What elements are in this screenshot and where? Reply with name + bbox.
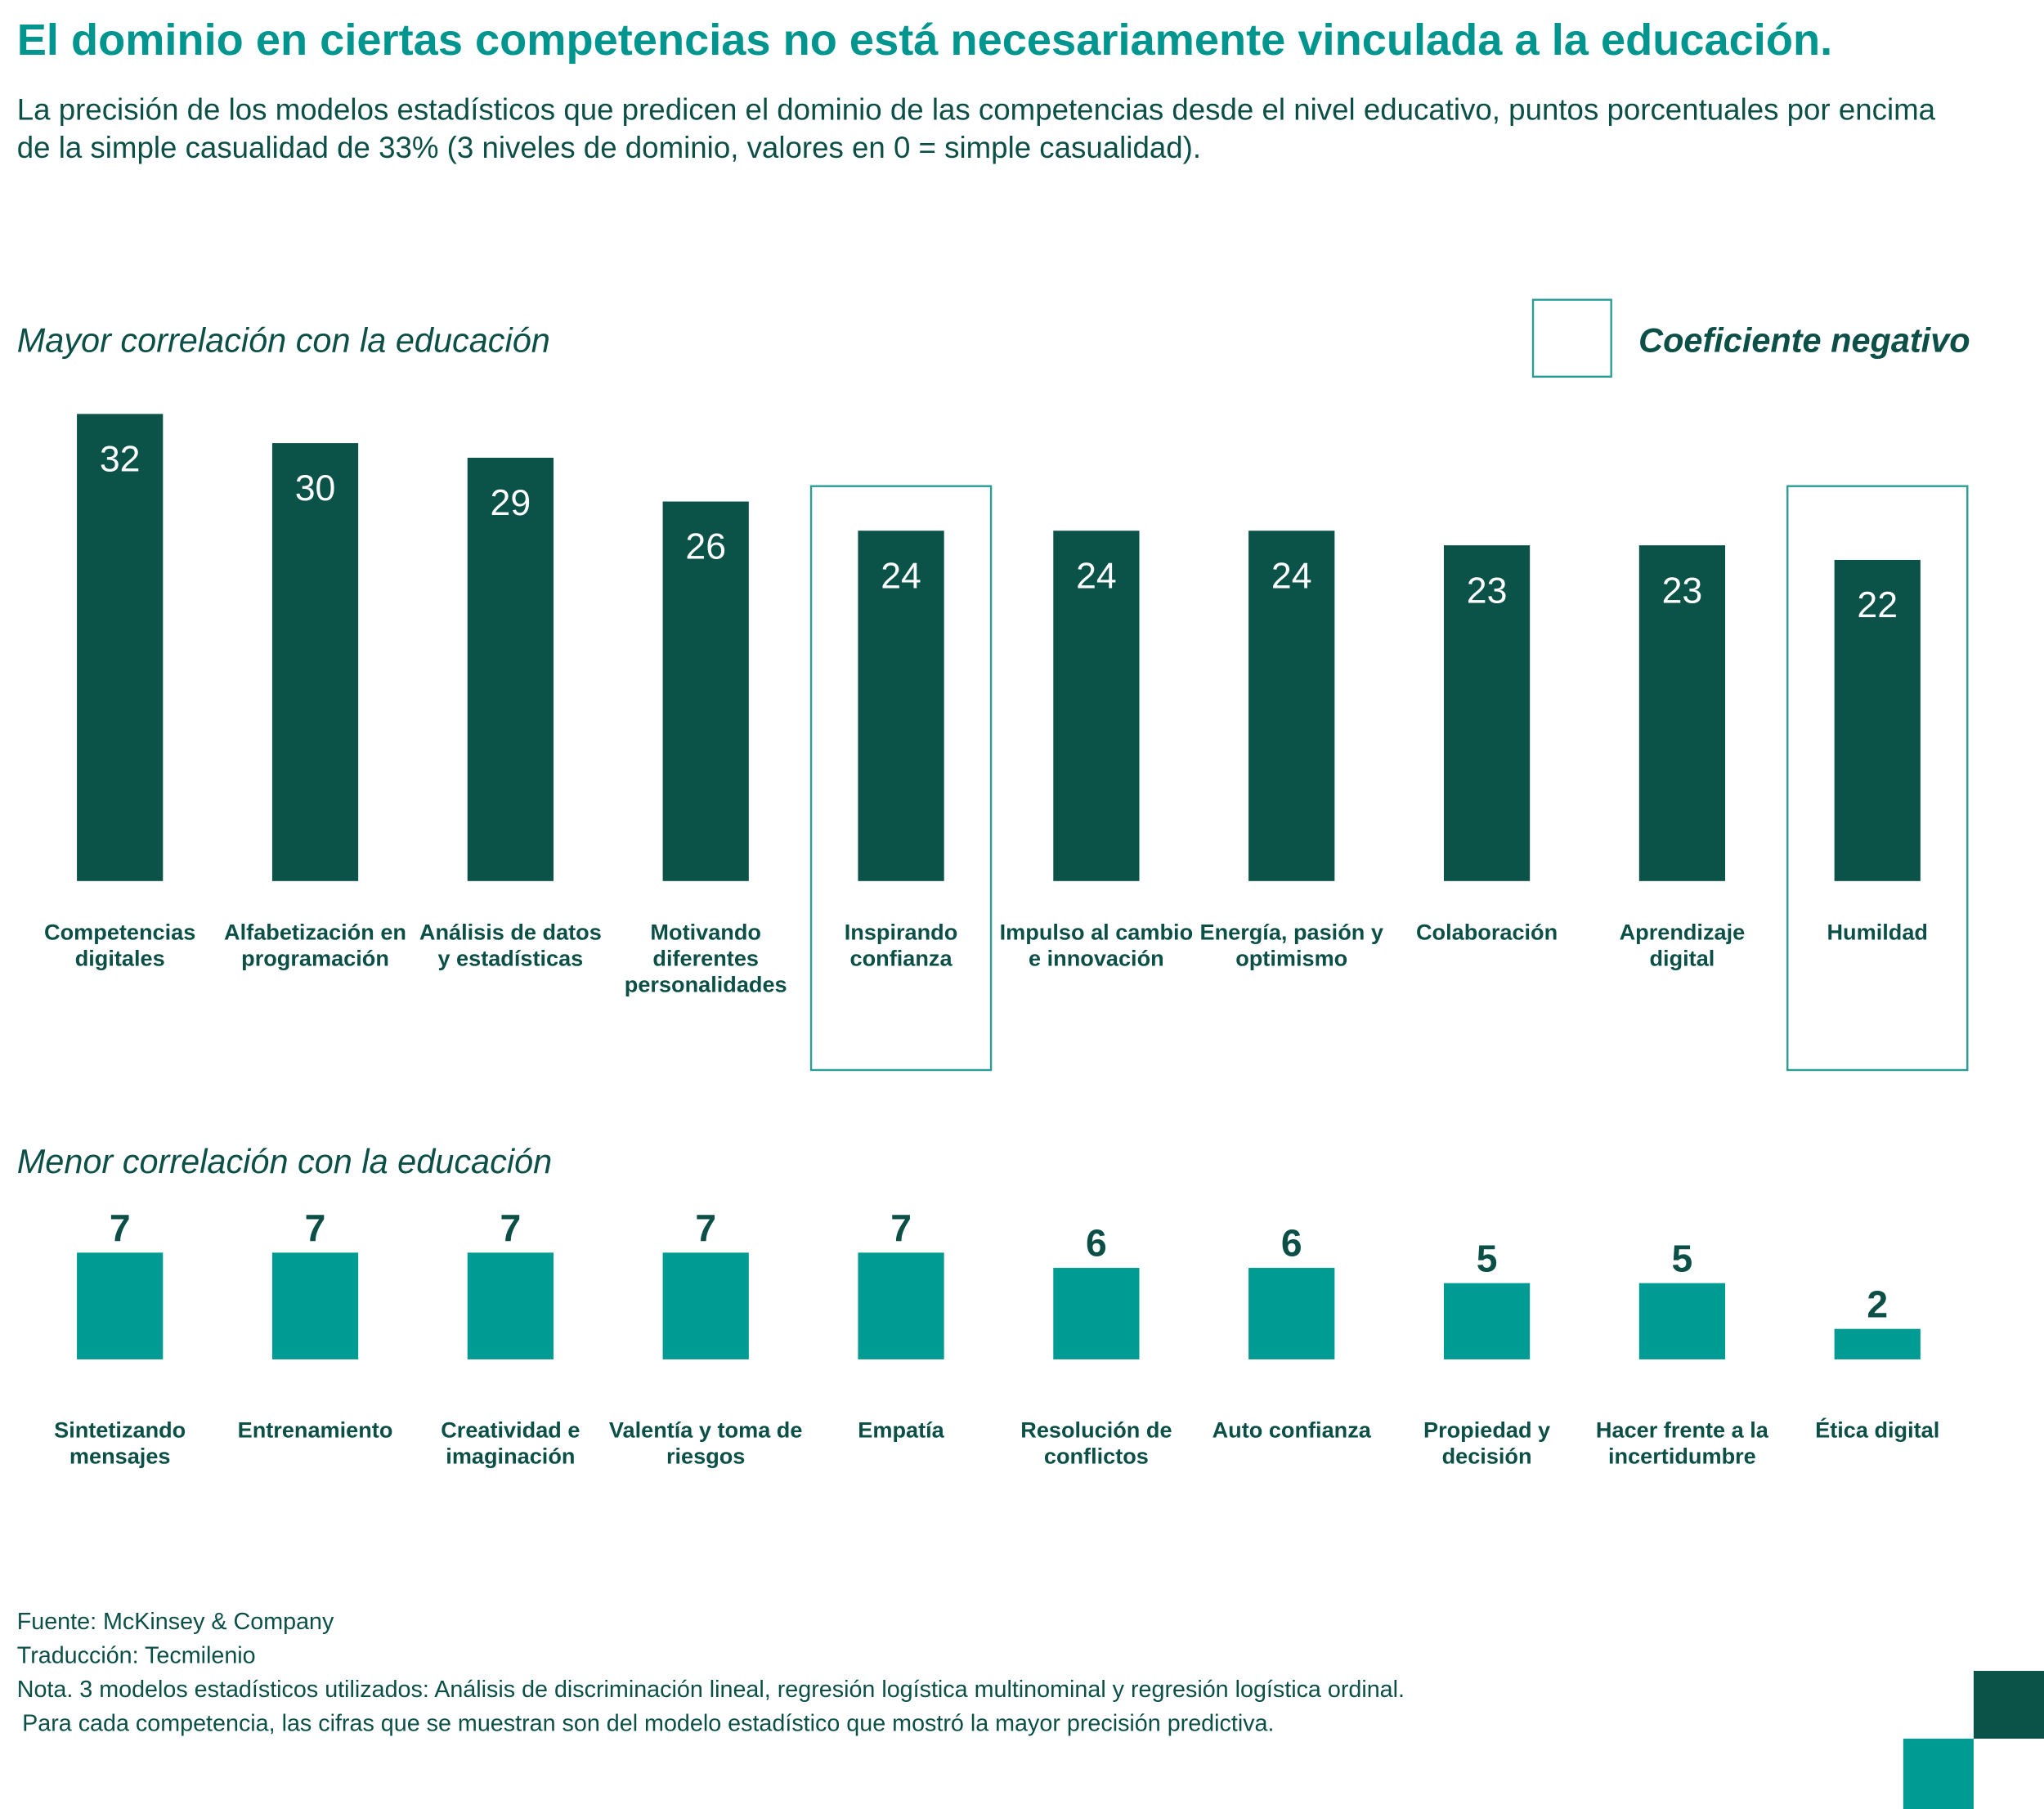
bar [1443, 545, 1531, 881]
category-label: Resolución de conflictos [1020, 1417, 1172, 1469]
category-label: Inspirando confianza [844, 920, 958, 971]
bar [467, 1252, 554, 1359]
bar [467, 457, 554, 881]
category-label: Ética digital [1815, 1417, 1940, 1444]
category-label: Motivando diferentes personalidades [624, 920, 787, 997]
bar [858, 531, 944, 881]
value-label: 7 [890, 1207, 912, 1249]
category-label: Energía, pasión y optimismo [1199, 920, 1383, 971]
footer-line: Traducción: Tecmilenio [16, 1641, 256, 1668]
bar [271, 443, 359, 881]
bar [662, 501, 749, 881]
value-label: 2 [1867, 1283, 1888, 1325]
value-label: 5 [1672, 1237, 1693, 1279]
bar [1638, 545, 1726, 881]
footer-line: Nota. 3 modelos estadísticos utilizados:… [16, 1676, 1405, 1703]
section-title: Menor correlación con la educación [16, 1141, 553, 1181]
footer-line: Fuente: McKinsey & Company [16, 1608, 334, 1635]
value-label: 24 [881, 556, 921, 596]
bar [858, 1252, 944, 1359]
category-label: Valentía y toma de riesgos [608, 1417, 803, 1469]
bar [1248, 1268, 1335, 1359]
value-label: 23 [1662, 571, 1703, 611]
bar [1443, 1283, 1531, 1359]
value-label: 7 [500, 1207, 522, 1249]
value-label: 7 [305, 1207, 326, 1249]
corner-square [1903, 1738, 1974, 1809]
value-label: 7 [110, 1207, 131, 1249]
bar [271, 1252, 359, 1359]
legend-swatch [1531, 298, 1612, 378]
value-label: 6 [1281, 1222, 1302, 1265]
title: El dominio en ciertas competencias no es… [16, 16, 1833, 65]
category-label: Creatividad e imaginación [441, 1417, 580, 1469]
category-label: Entrenamiento [237, 1417, 393, 1444]
legend-label: Coeficiente negativo [1638, 320, 1970, 360]
subtitle: La precisión de los modelos estadísticos… [16, 92, 1936, 164]
bar [1834, 1328, 1921, 1359]
value-label: 30 [295, 468, 336, 508]
value-label: 26 [685, 527, 726, 567]
section-title: Mayor correlación con la educación [16, 320, 550, 360]
category-label: Propiedad y decisión [1423, 1417, 1551, 1469]
category-label: Colaboración [1415, 920, 1558, 945]
category-label: Análisis de datos y estadísticas [419, 920, 602, 971]
category-label: Competencias digitales [44, 920, 196, 971]
value-label: 29 [491, 483, 531, 523]
category-label: Auto confianza [1212, 1417, 1371, 1444]
bar [77, 1252, 164, 1359]
value-label: 24 [1271, 556, 1312, 596]
category-label: Humildad [1827, 920, 1928, 945]
value-label: 23 [1467, 571, 1508, 611]
value-label: 5 [1477, 1237, 1498, 1279]
value-label: 22 [1857, 585, 1898, 625]
category-label: Aprendizaje digital [1619, 920, 1746, 971]
bar [1834, 559, 1921, 881]
category-label: Empatía [858, 1417, 944, 1444]
bar [1638, 1283, 1726, 1359]
value-label: 7 [695, 1207, 716, 1249]
negative-box [809, 485, 993, 1072]
value-label: 24 [1076, 556, 1117, 596]
value-label: 6 [1086, 1222, 1107, 1265]
category-label: Hacer frente a la incertidumbre [1595, 1417, 1768, 1469]
bar [662, 1252, 749, 1359]
category-label: Sintetizando mensajes [54, 1417, 186, 1469]
bar [1248, 531, 1335, 881]
footer-line: Para cada competencia, las cifras que se… [22, 1709, 1275, 1736]
negative-box [1786, 485, 1969, 1072]
value-label: 32 [100, 440, 141, 480]
bar [1053, 1268, 1140, 1359]
bar [77, 414, 164, 881]
category-label: Impulso al cambio e innovación [999, 920, 1194, 971]
corner-square [1973, 1671, 2044, 1739]
bar [1053, 531, 1140, 881]
category-label: Alfabetización en programación [224, 920, 406, 971]
